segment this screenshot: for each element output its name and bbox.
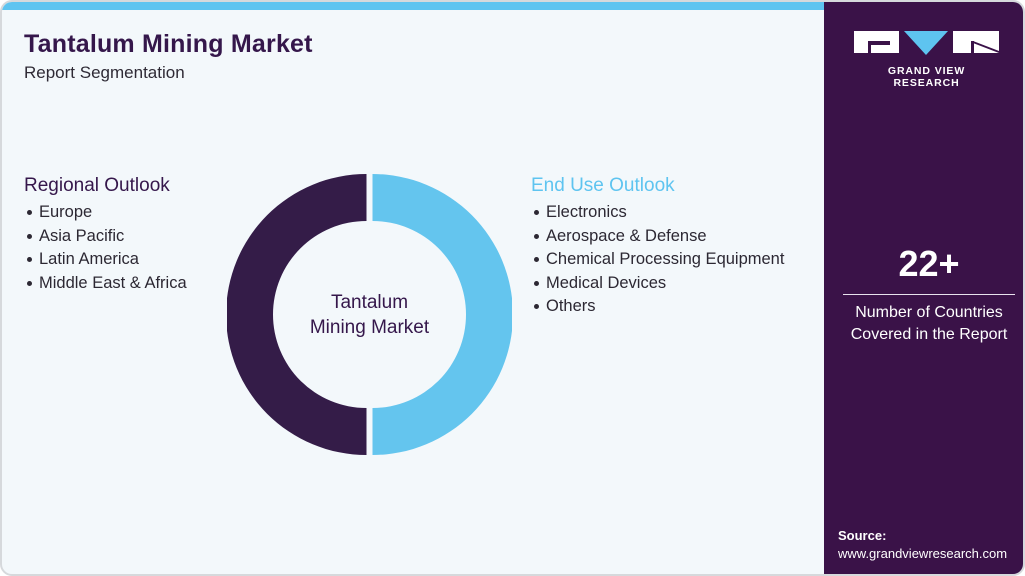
bullet-icon (534, 257, 539, 263)
list-item: Medical Devices (531, 272, 784, 296)
gvr-logo-icon (854, 31, 999, 55)
regional-outlook-section: Regional Outlook Europe Asia Pacific Lat… (24, 175, 187, 295)
end-use-outlook-section: End Use Outlook Electronics Aerospace & … (531, 175, 784, 319)
bullet-icon (27, 257, 32, 263)
donut-center-label: Tantalum Mining Market (309, 292, 430, 338)
end-use-outlook-list: Electronics Aerospace & Defense Chemical… (531, 201, 784, 319)
stat-value: 22+ (898, 243, 960, 284)
source-link[interactable]: www.grandviewresearch.com (838, 546, 1008, 561)
list-item: Middle East & Africa (24, 272, 187, 296)
list-item: Chemical Processing Equipment (531, 248, 784, 272)
gvr-logo: GRAND VIEW RESEARCH (854, 29, 999, 89)
donut-chart (226, 174, 513, 455)
bullet-icon (27, 210, 32, 216)
list-item: Electronics (531, 201, 784, 225)
list-item: Aerospace & Defense (531, 225, 784, 249)
regional-outlook-heading: Regional Outlook (24, 175, 170, 196)
donut-slice-end-use (372, 174, 513, 455)
bullet-icon (27, 280, 32, 286)
bullet-icon (534, 210, 539, 216)
list-item: Asia Pacific (24, 225, 187, 249)
donut-slice-regional (226, 174, 367, 455)
brand-name: GRAND VIEW RESEARCH (887, 65, 966, 89)
end-use-outlook-heading: End Use Outlook (531, 175, 675, 196)
list-item: Latin America (24, 248, 187, 272)
segmentation-donut: Tantalum Mining Market (226, 172, 513, 457)
bullet-icon (27, 233, 32, 239)
list-item: Others (531, 295, 784, 319)
bullet-icon (534, 233, 539, 239)
brand-sidebar (824, 2, 1023, 574)
source-label: Source: (838, 528, 887, 543)
stat-label: Number of Countries Covered in the Repor… (850, 304, 1008, 343)
stat-divider (843, 294, 1015, 295)
page-title: Tantalum Mining Market (24, 30, 313, 58)
bullet-icon (534, 280, 539, 286)
countries-stat: 22+ Number of Countries Covered in the R… (834, 242, 1023, 346)
source-block: Source: www.grandviewresearch.com (838, 527, 1007, 563)
bullet-icon (534, 304, 539, 310)
list-item: Europe (24, 201, 187, 225)
regional-outlook-list: Europe Asia Pacific Latin America Middle… (24, 201, 187, 295)
top-accent-bar (2, 2, 826, 10)
page-subtitle: Report Segmentation (24, 63, 185, 82)
